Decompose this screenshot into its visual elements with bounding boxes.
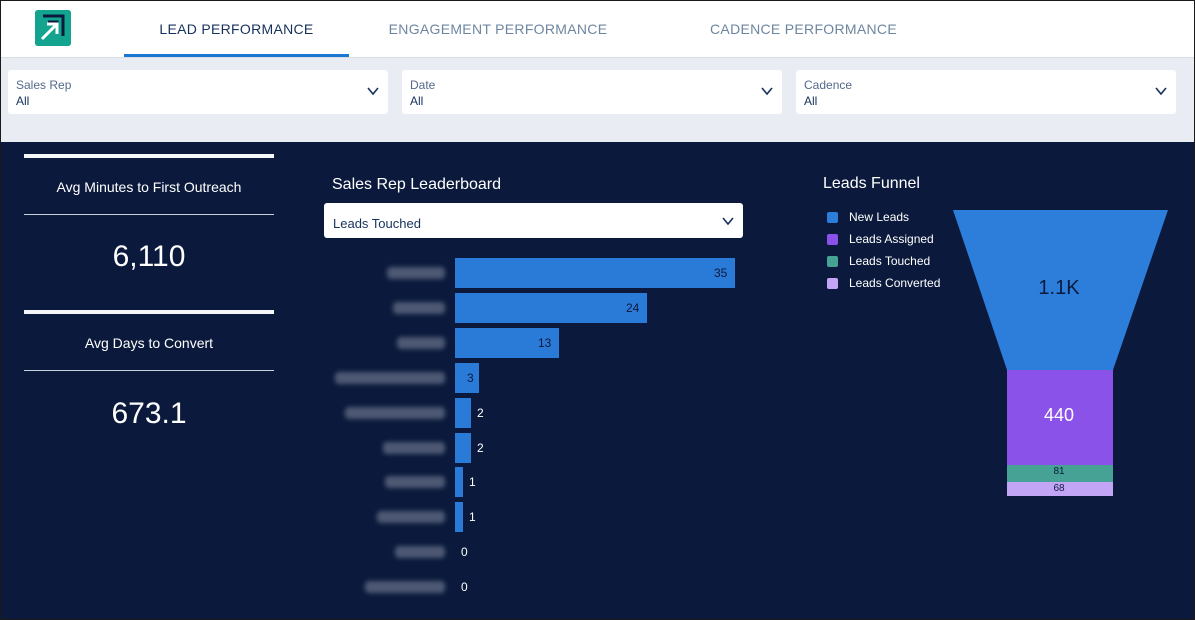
bar-value-label: 2 [477, 440, 484, 455]
funnel-label: 68 [1053, 483, 1065, 494]
dashboard: Avg Minutes to First Outreach 6,110 Avg … [1, 142, 1194, 619]
filter-value: All [410, 94, 424, 108]
bar-value-label: 1 [469, 475, 476, 490]
legend-swatch [827, 233, 838, 245]
leaderboard-bar[interactable] [455, 467, 463, 498]
chevron-down-icon [1155, 87, 1167, 96]
top-nav: LEAD PERFORMANCE ENGAGEMENT PERFORMANCE … [1, 1, 1194, 58]
funnel-label: 81 [1053, 466, 1065, 477]
metric-value: 673.1 [111, 397, 187, 430]
bar-value-label: 0 [461, 545, 468, 560]
app-logo-icon[interactable] [35, 10, 71, 46]
leaderboard-bar[interactable] [455, 362, 479, 393]
chevron-down-icon [761, 87, 773, 96]
cadence-filter[interactable]: Cadence All [796, 70, 1176, 114]
metric-divider [24, 214, 274, 215]
rep-name-label [397, 336, 445, 349]
active-tab-indicator [124, 54, 349, 57]
rep-name-label [383, 441, 445, 454]
measure-select[interactable]: Leads Touched [324, 203, 743, 238]
filter-label: Date [410, 78, 436, 92]
bar-value-label: 1 [469, 510, 476, 525]
metric-divider [24, 310, 274, 314]
rep-name-label [387, 267, 445, 279]
funnel-chart [953, 210, 1168, 496]
bar-value-label: 0 [461, 580, 468, 595]
funnel-label: 440 [1043, 405, 1075, 425]
legend-swatch [827, 277, 838, 289]
bar-value-label: 2 [477, 405, 484, 420]
rep-name-label [345, 406, 445, 419]
date-filter[interactable]: Date All [402, 70, 782, 114]
legend-label: Leads Touched [849, 254, 931, 268]
metric-divider [24, 370, 274, 371]
tab-cadence-performance[interactable]: CADENCE PERFORMANCE [710, 21, 897, 37]
filter-value: All [804, 94, 818, 108]
bar-value-label: 3 [467, 370, 474, 385]
leaderboard-bar[interactable] [455, 258, 735, 288]
funnel-title: Leads Funnel [823, 175, 920, 192]
chevron-down-icon [367, 87, 379, 96]
rep-name-label [393, 301, 445, 314]
tab-engagement-performance[interactable]: ENGAGEMENT PERFORMANCE [388, 21, 608, 37]
rep-name-label [395, 546, 445, 559]
leaderboard-title: Sales Rep Leaderboard [332, 176, 502, 193]
legend-item-leads-assigned[interactable]: Leads Assigned [827, 231, 934, 247]
legend-item-leads-converted[interactable]: Leads Converted [827, 275, 940, 291]
bar-value-label: 13 [538, 335, 552, 350]
metric-title: Avg Days to Convert [84, 335, 214, 351]
rep-name-label [377, 511, 445, 524]
legend-label: New Leads [849, 210, 910, 224]
legend-item-new-leads[interactable]: New Leads [827, 209, 909, 225]
legend-label: Leads Assigned [849, 232, 934, 246]
leaderboard-bar[interactable] [455, 432, 471, 463]
sales-rep-filter[interactable]: Sales Rep All [8, 70, 388, 114]
rep-name-label [365, 581, 445, 594]
leaderboard-bar[interactable] [455, 327, 559, 358]
rep-name-label [385, 476, 445, 489]
filter-label: Cadence [804, 78, 853, 92]
metric-divider [24, 154, 274, 158]
legend-label: Leads Converted [849, 276, 941, 290]
funnel-stage-leads-assigned[interactable] [1007, 370, 1113, 465]
rep-name-label [335, 371, 445, 384]
filter-label: Sales Rep [16, 78, 72, 92]
chevron-down-icon [722, 217, 734, 226]
funnel-stage-leads-touched[interactable] [1007, 465, 1113, 482]
bar-value-label: 35 [714, 266, 728, 280]
metric-value: 6,110 [112, 240, 186, 273]
funnel-label: 1.1K [1038, 277, 1080, 299]
filter-value: All [16, 94, 30, 108]
funnel-stage-new-leads[interactable] [953, 210, 1168, 370]
legend-swatch [827, 211, 838, 223]
metric-title: Avg Minutes to First Outreach [56, 179, 242, 195]
leaderboard-bar[interactable] [455, 292, 647, 323]
leaderboard-bar[interactable] [455, 502, 463, 533]
legend-swatch [827, 255, 838, 267]
filter-bar: Sales Rep All Date All Cadence All [1, 58, 1194, 142]
bar-value-label: 24 [626, 300, 640, 315]
measure-select-value: Leads Touched [333, 216, 421, 231]
funnel-stage-leads-converted[interactable] [1007, 482, 1113, 496]
leaderboard-bar[interactable] [455, 397, 471, 428]
legend-item-leads-touched[interactable]: Leads Touched [827, 253, 930, 269]
tab-lead-performance[interactable]: LEAD PERFORMANCE [159, 21, 314, 37]
